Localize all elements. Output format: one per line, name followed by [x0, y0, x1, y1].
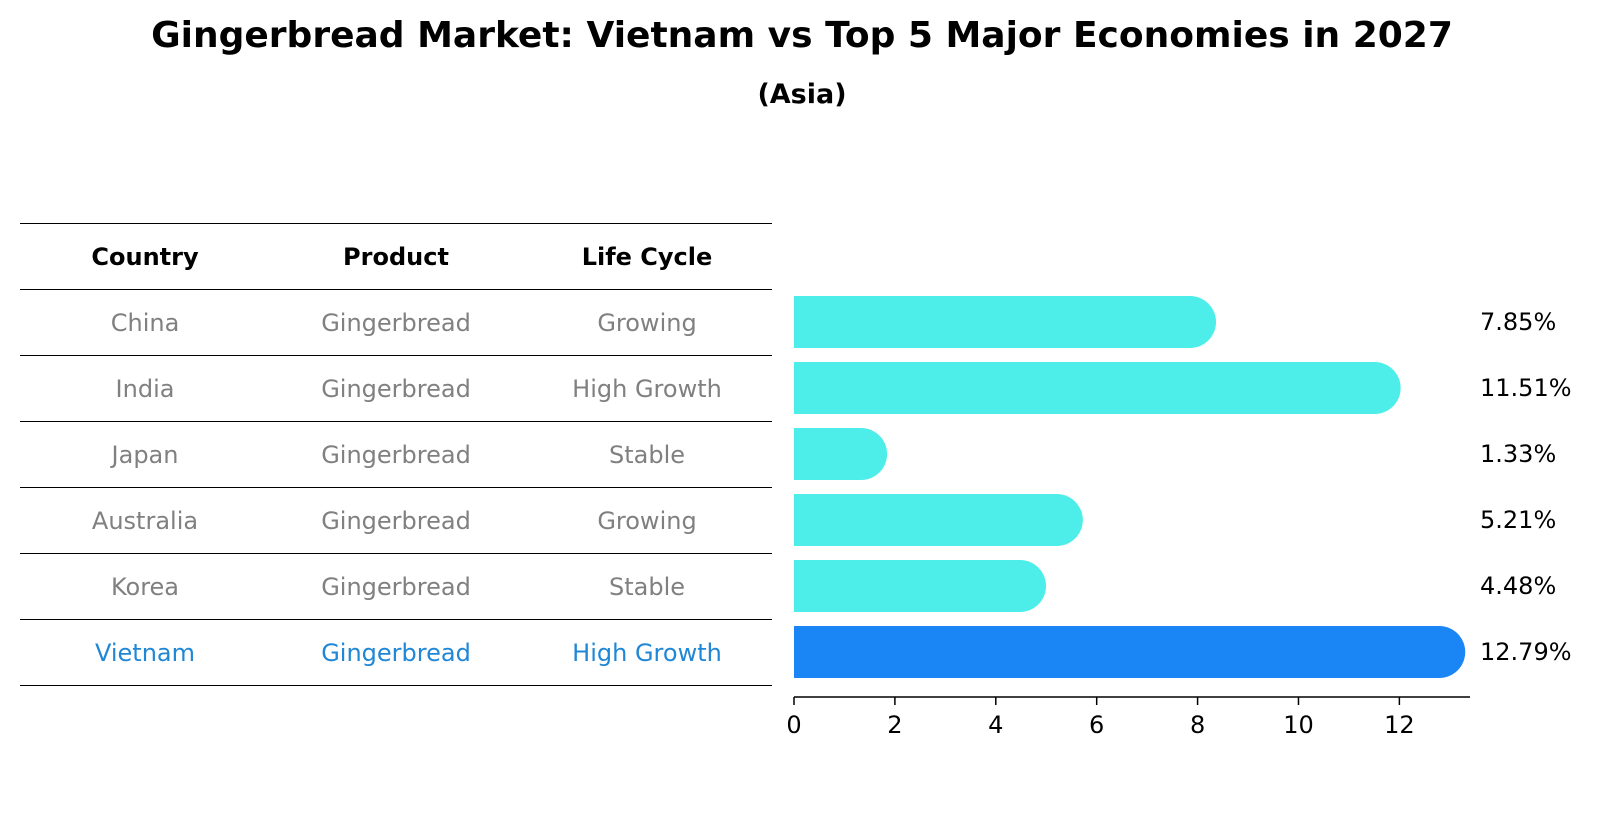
cell-country: Vietnam: [94, 638, 196, 667]
bar-value-label: 4.48%: [1480, 572, 1556, 600]
x-tick-label: 6: [1089, 711, 1104, 739]
cell-product: Gingerbread: [321, 572, 471, 601]
bar-vietnam: [794, 626, 1466, 678]
table-body: China Gingerbread Growing India Gingerbr…: [20, 290, 772, 686]
bar-value-label: 1.33%: [1480, 440, 1556, 468]
cell-product: Gingerbread: [321, 374, 471, 403]
cell-product: Gingerbread: [321, 308, 471, 337]
cell-product: Gingerbread: [321, 506, 471, 535]
cell-country: Japan: [111, 440, 179, 469]
table-row: Japan Gingerbread Stable: [20, 422, 772, 488]
cell-life-cycle: Growing: [597, 506, 697, 535]
cell-life-cycle: Stable: [608, 572, 686, 601]
table-header-row: Country Product Life Cycle: [20, 224, 772, 290]
cell-country: China: [110, 308, 180, 337]
data-table: Country Product Life Cycle China Gingerb…: [20, 223, 772, 686]
bar-value-label: 12.79%: [1480, 638, 1572, 666]
x-tick-label: 8: [1190, 711, 1205, 739]
table-row-highlighted: Vietnam Gingerbread High Growth: [20, 620, 772, 686]
x-tick-label: 2: [887, 711, 902, 739]
bar-value-label: 5.21%: [1480, 506, 1556, 534]
table-row: India Gingerbread High Growth: [20, 356, 772, 422]
x-tick-label: 4: [988, 711, 1003, 739]
chart-subtitle: (Asia): [757, 79, 847, 110]
x-tick-label: 12: [1384, 711, 1415, 739]
column-header-country: Country: [91, 242, 199, 271]
x-tick-label: 0: [786, 711, 801, 739]
bar-australia: [794, 494, 1083, 546]
column-header-product: Product: [343, 242, 449, 271]
chart-title: Gingerbread Market: Vietnam vs Top 5 Maj…: [151, 15, 1453, 56]
cell-product: Gingerbread: [321, 440, 471, 469]
bar-india: [794, 362, 1401, 414]
bar-value-label: 7.85%: [1480, 308, 1556, 336]
cell-life-cycle: High Growth: [572, 374, 722, 403]
cell-life-cycle: Stable: [608, 440, 686, 469]
cell-country: India: [115, 374, 175, 403]
table-row: China Gingerbread Growing: [20, 290, 772, 356]
cell-country: Australia: [91, 506, 199, 535]
table-row: Australia Gingerbread Growing: [20, 488, 772, 554]
column-header-life-cycle: Life Cycle: [581, 242, 713, 271]
cell-life-cycle: High Growth: [572, 638, 722, 667]
cell-country: Korea: [110, 572, 180, 601]
cell-product: Gingerbread: [321, 638, 471, 667]
table-row: Korea Gingerbread Stable: [20, 554, 772, 620]
bar-value-label: 11.51%: [1480, 374, 1572, 402]
x-tick-label: 10: [1283, 711, 1314, 739]
bar-japan: [794, 428, 888, 480]
bar-china: [794, 296, 1217, 348]
cell-life-cycle: Growing: [597, 308, 697, 337]
bar-korea: [794, 560, 1047, 612]
